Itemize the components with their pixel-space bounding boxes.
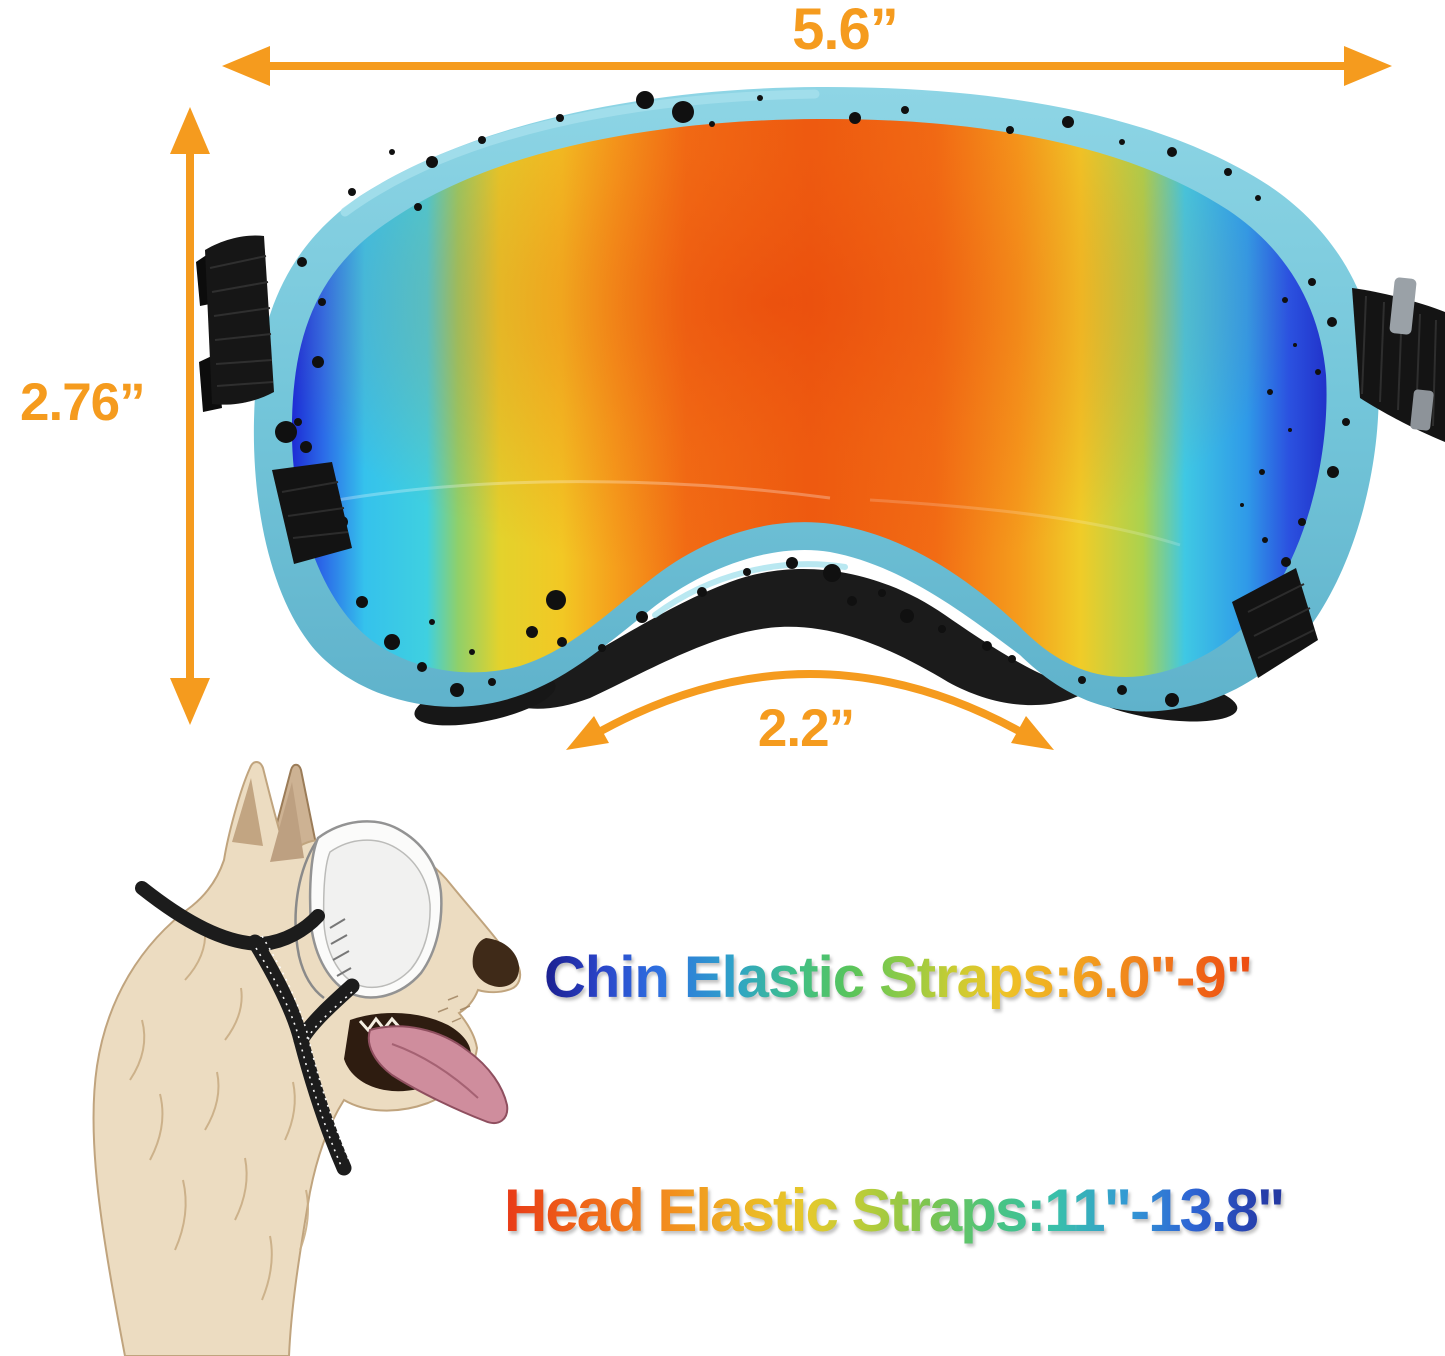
dog-tongue-line <box>391 1043 479 1099</box>
lens-height-dimension-label: 2.76” <box>20 373 146 432</box>
lens-center-tint <box>291 118 1327 677</box>
frame-top-highlight <box>340 89 820 217</box>
dog-tongue <box>367 1025 509 1124</box>
dog-strap-lines <box>135 881 360 1176</box>
nose-bridge-dimension-label: 2.2” <box>757 699 855 758</box>
head-strap-spec-text: Head Elastic Straps:11"-13.8" <box>504 1177 1285 1244</box>
goggles-product <box>196 86 1445 726</box>
dog-wearing-goggles-sketch <box>92 761 522 1356</box>
right-lower-strap-ribs <box>1247 583 1315 659</box>
lens-reflection-line-2 <box>869 498 1181 547</box>
dog-nose <box>472 938 520 987</box>
dog-goggle-vent-lines <box>329 918 352 977</box>
vertical-double-arrow-icon <box>170 107 210 725</box>
lens-reflection-line <box>309 480 831 507</box>
left-lower-strap-ribs <box>281 481 349 539</box>
dog-ear-inner-2 <box>270 782 304 862</box>
horizontal-double-arrow-icon <box>222 46 1392 86</box>
dog-goggle-lens-inner <box>322 839 431 989</box>
dog-ear-inner <box>232 778 263 846</box>
dog-goggle-frame-sketch <box>294 841 325 1000</box>
dog-chin-strap-branch <box>293 978 360 1048</box>
frame-speckles <box>275 91 1350 707</box>
strap-buckle-lower <box>1410 389 1434 431</box>
chin-strap-spec-text: Chin Elastic Straps:6.0"-9" <box>544 945 1253 1010</box>
curved-double-arrow-icon <box>566 670 1054 750</box>
right-lower-strap-tab <box>1232 568 1318 678</box>
lens-width-dimension-label: 5.6” <box>792 0 899 62</box>
dog-muzzle-stubble <box>437 995 471 1023</box>
dog-teeth <box>358 1016 402 1033</box>
dimension-arrows <box>170 46 1392 750</box>
left-strap <box>196 235 274 412</box>
strap-buckle <box>1389 277 1417 335</box>
right-strap <box>1352 277 1445 442</box>
